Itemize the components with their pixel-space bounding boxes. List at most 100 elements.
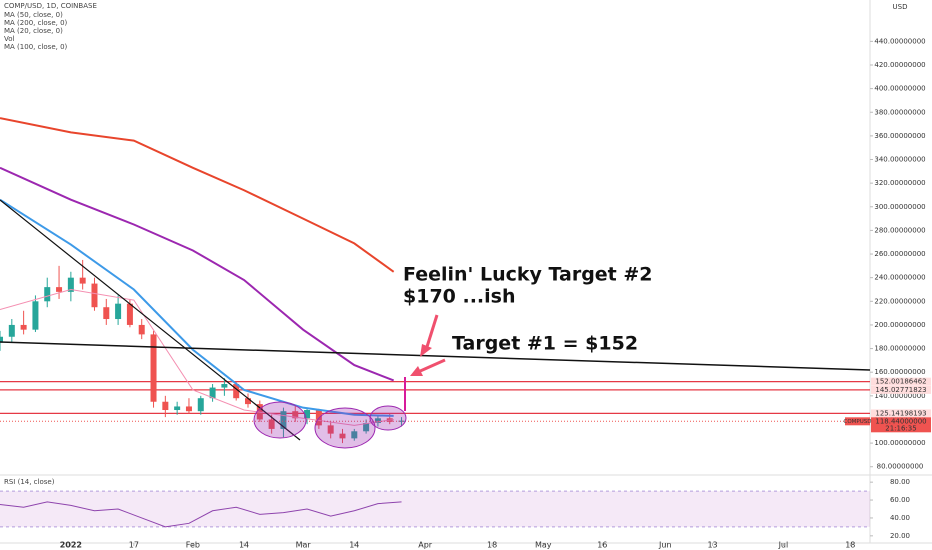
x-tick-label: Feb [186, 541, 200, 550]
y-tick-label: 80.00000000 [877, 463, 924, 471]
legend-entry: MA (20, close, 0) [4, 27, 63, 35]
candle-body [268, 419, 275, 429]
y-tick-label: 80.00 [890, 478, 910, 486]
candle-body [209, 387, 216, 399]
candle-body [79, 277, 86, 284]
level-label: 125.14198193 [875, 409, 926, 417]
price-axis-bg [870, 0, 932, 550]
arrow-head [410, 366, 423, 376]
x-tick-label: Apr [418, 541, 433, 550]
candle-body [91, 283, 98, 308]
y-tick-label: 300.00000000 [874, 203, 925, 211]
candle-body [351, 431, 358, 439]
y-tick-label: 160.00000000 [874, 368, 925, 376]
handle-shape [369, 405, 407, 431]
y-tick-label: 380.00000000 [874, 108, 925, 116]
y-tick-label: 400.00000000 [874, 85, 925, 93]
candle-body [150, 334, 157, 402]
y-tick-label: 280.00000000 [874, 226, 925, 234]
trendline [0, 199, 301, 441]
candle-body [374, 418, 381, 424]
y-tick-label: 180.00000000 [874, 345, 925, 353]
x-tick-label: Jun [658, 541, 672, 550]
candle-body [292, 411, 299, 419]
y-tick-label: 320.00000000 [874, 179, 925, 187]
level-label: 152.00186462 [875, 378, 926, 386]
x-tick-label: May [535, 541, 552, 550]
annotation: Feelin' Lucky Target #2 [403, 264, 653, 286]
legend-entry: MA (200, close, 0) [4, 19, 68, 27]
x-tick-label: Mar [296, 541, 312, 550]
candle-body [126, 303, 133, 325]
level-label-bg [871, 409, 931, 418]
level-label-bg [871, 377, 931, 386]
trendline [0, 341, 871, 371]
candle-body [245, 398, 252, 405]
candle-body [233, 384, 240, 399]
x-tick-label: 17 [129, 541, 139, 550]
y-tick-label: 260.00000000 [874, 250, 925, 258]
y-tick-label: 240.00000000 [874, 274, 925, 282]
candle-body [138, 324, 145, 335]
candle-body [197, 398, 204, 412]
annotation: Target #1 = $152 [452, 333, 638, 355]
y-tick-label: 440.00000000 [874, 37, 925, 45]
x-tick-label: 16 [597, 541, 607, 550]
candle-body [398, 420, 405, 422]
x-tick-label: 2022 [60, 541, 82, 550]
y-tick-label: 340.00000000 [874, 156, 925, 164]
candle-body [185, 406, 192, 412]
annotation: $170 ...ish [403, 286, 516, 308]
candle-body [327, 425, 334, 434]
x-tick-label: 13 [707, 541, 717, 550]
candle-body [162, 401, 169, 411]
ma-line [0, 166, 395, 382]
cup-shape [253, 401, 307, 439]
candle-body [56, 287, 63, 292]
candle-body [20, 324, 27, 330]
marks [0, 117, 870, 528]
ma-line [0, 198, 394, 417]
candle-body [103, 307, 110, 320]
candle-body [0, 336, 3, 343]
ma-line [0, 117, 395, 273]
x-tick-label: Jul [778, 541, 789, 550]
y-tick-label: 140.00000000 [874, 392, 925, 400]
chart-title: COMP/USD, 1D, COINBASE [4, 2, 97, 10]
candle-body [339, 433, 346, 439]
y-tick-label: 60.00 [890, 496, 910, 504]
rsi-band [0, 491, 870, 527]
legend-entry: MA (100, close, 0) [4, 43, 68, 51]
candle-body [32, 301, 39, 330]
y-tick-label: 420.00000000 [874, 61, 925, 69]
x-tick-label: 18 [845, 541, 855, 550]
candle-body [67, 277, 74, 292]
candle-body [280, 411, 287, 429]
y-tick-label: 100.00000000 [874, 439, 925, 447]
rsi-title: RSI (14, close) [4, 478, 55, 486]
arrow [417, 358, 446, 374]
y-tick-label: 360.00000000 [874, 132, 925, 140]
arrow-head [420, 344, 432, 357]
cup-shape [314, 407, 376, 449]
y-tick-label: 20.00 [890, 532, 910, 540]
legend-entry: MA (50, close, 0) [4, 11, 63, 19]
candle-body [363, 423, 370, 432]
symbol-tag: COMPUSD [844, 419, 872, 425]
y-tick-label: 40.00 [890, 514, 910, 522]
candle-body [174, 406, 181, 411]
y-tick-label: 220.00000000 [874, 297, 925, 305]
candle-body [44, 287, 51, 302]
countdown: 21:16:35 [885, 424, 916, 432]
arrow [424, 314, 439, 351]
symbol-tag-bg [845, 417, 870, 426]
last-price-bg [871, 417, 931, 433]
ma-line [0, 288, 394, 426]
x-tick-label: 14 [349, 541, 359, 550]
candle-body [115, 303, 122, 320]
candle-body [8, 324, 15, 337]
legend-entry: Vol [4, 35, 15, 43]
level-label: 145.02771823 [875, 386, 926, 394]
y-tick-label: 200.00000000 [874, 321, 925, 329]
